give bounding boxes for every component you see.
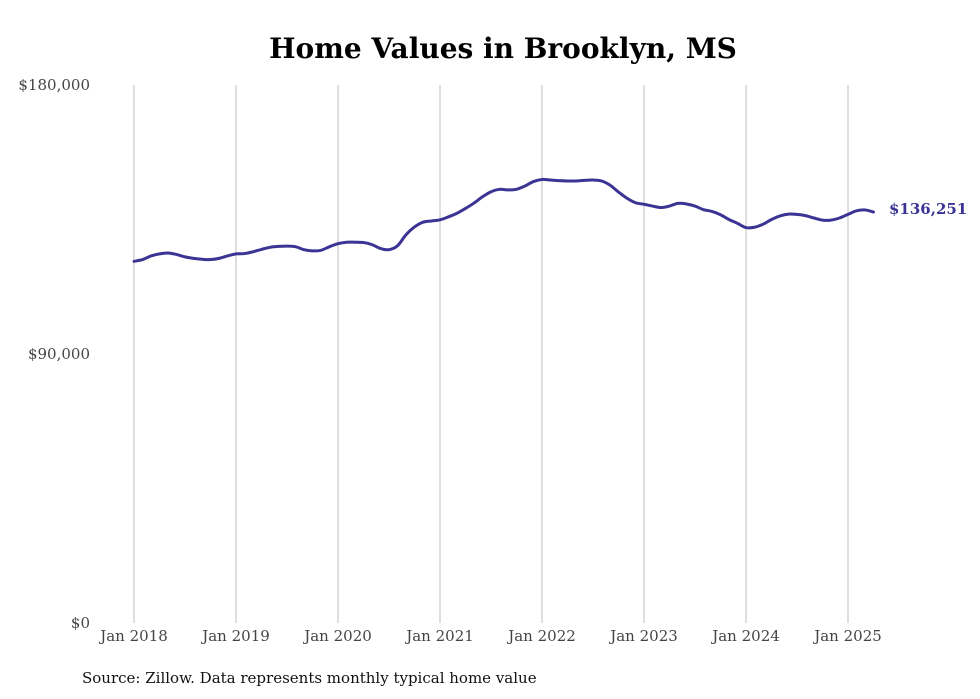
y-tick-label: $180,000 xyxy=(18,76,90,94)
x-tick-label: Jan 2018 xyxy=(98,627,168,645)
y-axis-tick-labels: $0 $90,000 $180,000 xyxy=(18,76,90,632)
series-group xyxy=(132,177,875,263)
y-tick-label: $90,000 xyxy=(28,345,90,363)
series-line-0 xyxy=(132,177,875,263)
x-tick-label: Jan 2025 xyxy=(812,627,882,645)
x-tick-label: Jan 2021 xyxy=(404,627,474,645)
x-tick-label: Jan 2019 xyxy=(200,627,270,645)
x-tick-label: Jan 2023 xyxy=(608,627,678,645)
vertical-gridlines xyxy=(133,85,849,623)
x-tick-label: Jan 2020 xyxy=(302,627,372,645)
x-tick-label: Jan 2024 xyxy=(710,627,780,645)
y-tick-label: $0 xyxy=(71,614,90,632)
source-note: Source: Zillow. Data represents monthly … xyxy=(82,669,537,687)
x-tick-label: Jan 2022 xyxy=(506,627,576,645)
end-value-label: $136,251 xyxy=(889,200,967,218)
x-axis-tick-labels: Jan 2018 Jan 2019 Jan 2020 Jan 2021 Jan 2022… xyxy=(98,627,882,645)
chart-title: Home Values in Brooklyn, MS xyxy=(269,32,737,65)
